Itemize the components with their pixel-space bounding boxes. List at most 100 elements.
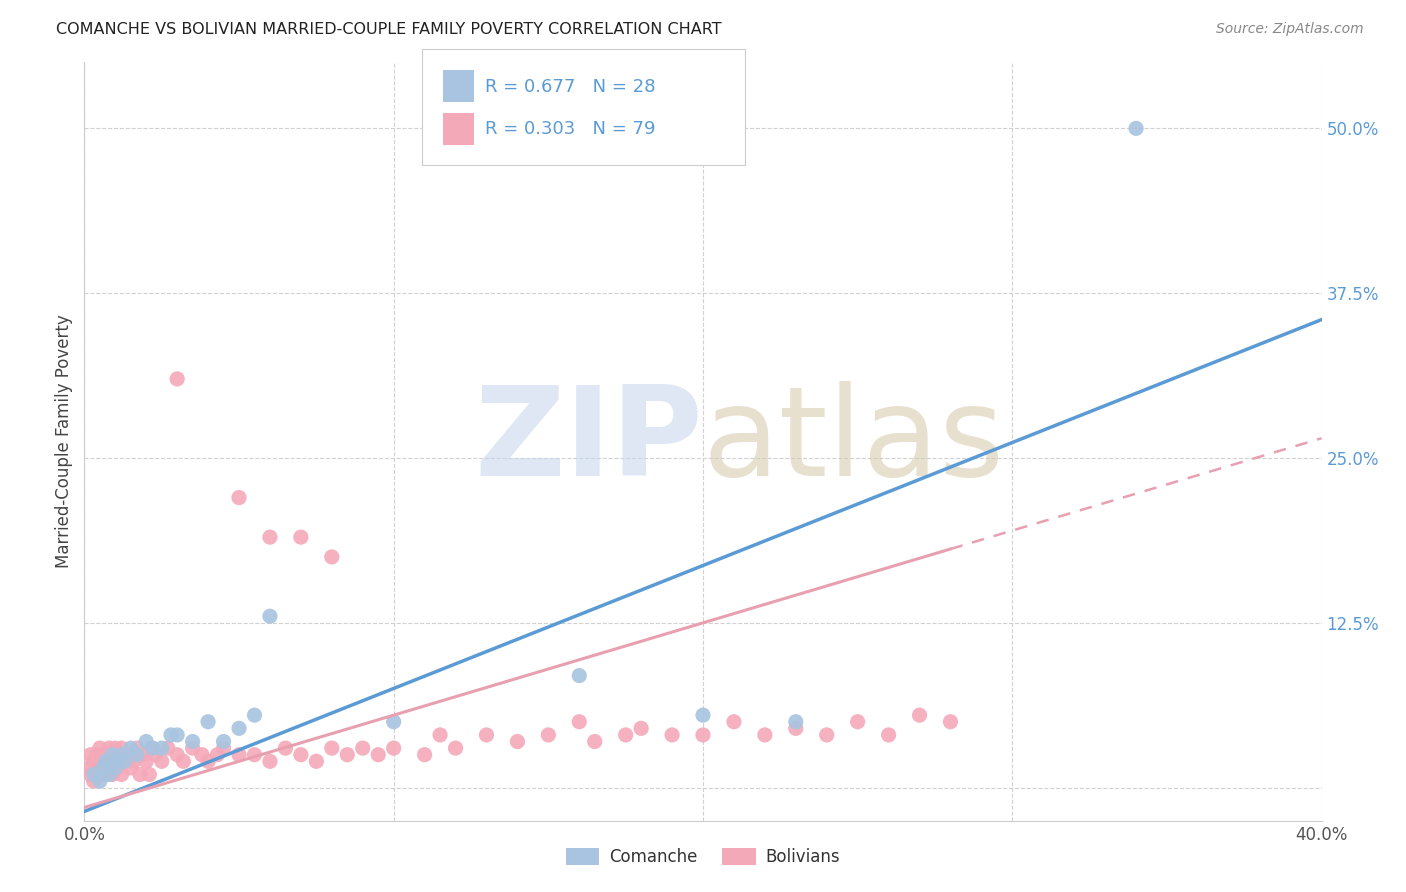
Point: [122, 754, 145, 768]
Point: [228, 747, 250, 762]
Point: [444, 741, 467, 756]
Point: [129, 767, 152, 781]
Point: [583, 734, 606, 748]
Point: [661, 728, 683, 742]
Point: [141, 741, 163, 756]
Point: [429, 728, 451, 742]
Point: [321, 741, 343, 756]
Point: [877, 728, 900, 742]
Point: [114, 754, 136, 768]
Point: [243, 708, 266, 723]
Point: [89, 774, 111, 789]
Point: [166, 372, 188, 386]
Y-axis label: Married-Couple Family Poverty: Married-Couple Family Poverty: [55, 315, 73, 568]
Point: [83, 767, 105, 781]
Point: [382, 741, 405, 756]
Text: R = 0.303   N = 79: R = 0.303 N = 79: [485, 120, 655, 138]
Point: [290, 530, 312, 544]
Point: [305, 754, 328, 768]
Point: [692, 728, 714, 742]
Point: [91, 767, 114, 781]
Point: [107, 754, 129, 768]
Point: [568, 714, 591, 729]
Point: [537, 728, 560, 742]
Point: [197, 754, 219, 768]
Legend: Comanche, Bolivians: Comanche, Bolivians: [560, 841, 846, 873]
Text: ZIP: ZIP: [474, 381, 703, 502]
Point: [568, 668, 591, 682]
Point: [86, 747, 108, 762]
Point: [120, 741, 142, 756]
Text: R = 0.677   N = 28: R = 0.677 N = 28: [485, 78, 655, 95]
Point: [150, 741, 173, 756]
Point: [243, 747, 266, 762]
Point: [98, 754, 121, 768]
Point: [141, 741, 163, 756]
Point: [156, 741, 179, 756]
Point: [101, 747, 124, 762]
Point: [228, 722, 250, 736]
Point: [475, 728, 498, 742]
Point: [367, 747, 389, 762]
Point: [290, 747, 312, 762]
Point: [120, 761, 142, 775]
Point: [191, 747, 214, 762]
Point: [83, 754, 105, 768]
Point: [145, 747, 167, 762]
Point: [132, 747, 155, 762]
Point: [382, 714, 405, 729]
Point: [181, 734, 204, 748]
Point: [135, 754, 157, 768]
Point: [352, 741, 374, 756]
Point: [114, 754, 136, 768]
Point: [614, 728, 637, 742]
Point: [110, 741, 132, 756]
Point: [723, 714, 745, 729]
Point: [413, 747, 436, 762]
Point: [91, 761, 114, 775]
Point: [207, 747, 229, 762]
Point: [89, 767, 111, 781]
Text: Source: ZipAtlas.com: Source: ZipAtlas.com: [1216, 22, 1364, 37]
Point: [117, 747, 139, 762]
Point: [101, 767, 124, 781]
Point: [259, 530, 281, 544]
Point: [321, 549, 343, 564]
Point: [79, 767, 101, 781]
Point: [98, 767, 121, 781]
Point: [785, 722, 807, 736]
Point: [274, 741, 297, 756]
Point: [138, 767, 160, 781]
Point: [83, 774, 105, 789]
Point: [94, 761, 117, 775]
Point: [166, 728, 188, 742]
Point: [94, 754, 117, 768]
Point: [79, 747, 101, 762]
Point: [86, 761, 108, 775]
Point: [212, 741, 235, 756]
Point: [166, 747, 188, 762]
Point: [846, 714, 869, 729]
Point: [89, 741, 111, 756]
Point: [197, 714, 219, 729]
Point: [104, 754, 127, 768]
Point: [104, 761, 127, 775]
Point: [125, 747, 148, 762]
Point: [692, 708, 714, 723]
Point: [754, 728, 776, 742]
Point: [91, 754, 114, 768]
Point: [107, 747, 129, 762]
Point: [336, 747, 359, 762]
Point: [76, 761, 98, 775]
Point: [172, 754, 194, 768]
Point: [815, 728, 838, 742]
Point: [908, 708, 931, 723]
Point: [259, 754, 281, 768]
Point: [135, 734, 157, 748]
Point: [939, 714, 962, 729]
Point: [259, 609, 281, 624]
Point: [785, 714, 807, 729]
Point: [150, 754, 173, 768]
Text: atlas: atlas: [703, 381, 1005, 502]
Point: [506, 734, 529, 748]
